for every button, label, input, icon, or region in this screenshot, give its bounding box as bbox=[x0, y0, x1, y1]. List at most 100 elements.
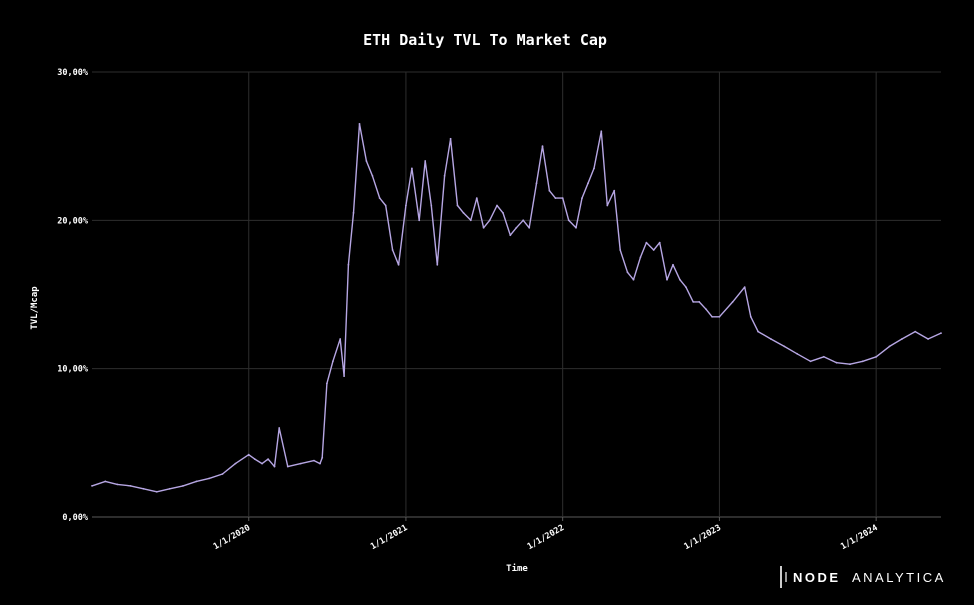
data-point bbox=[371, 174, 374, 177]
data-point bbox=[278, 427, 281, 429]
data-point bbox=[940, 332, 942, 334]
data-point bbox=[358, 123, 361, 125]
data-point bbox=[365, 160, 368, 162]
data-point bbox=[639, 256, 642, 259]
data-point bbox=[541, 145, 544, 148]
data-point bbox=[666, 278, 668, 281]
data-point bbox=[273, 465, 276, 468]
data-point bbox=[581, 197, 583, 200]
y-axis-ticks: 0,00% 10,00% 20,00% 30,00% bbox=[57, 68, 89, 523]
series-group bbox=[91, 123, 942, 493]
data-point bbox=[652, 249, 655, 251]
data-point bbox=[326, 382, 328, 385]
data-point bbox=[496, 204, 498, 207]
data-point bbox=[321, 456, 324, 459]
data-point bbox=[443, 174, 446, 177]
chart-title: ETH Daily TVL To Market Cap bbox=[363, 31, 607, 49]
data-point bbox=[436, 263, 439, 266]
y-axis-label: TVL/Mcap bbox=[30, 286, 40, 330]
data-point bbox=[475, 197, 478, 200]
data-point bbox=[384, 204, 387, 207]
data-point bbox=[554, 197, 557, 200]
node-analytica-logo-icon bbox=[780, 566, 787, 588]
y-tick-label: 10,00% bbox=[57, 365, 89, 375]
data-point bbox=[418, 219, 421, 222]
data-point bbox=[462, 212, 465, 214]
data-point bbox=[561, 197, 564, 200]
data-point bbox=[679, 278, 681, 281]
x-tick-label: 1/1/2021 bbox=[369, 523, 409, 552]
data-point bbox=[901, 338, 903, 340]
data-point bbox=[783, 345, 786, 348]
data-point bbox=[397, 263, 400, 266]
data-point bbox=[424, 160, 427, 162]
data-point bbox=[619, 249, 622, 251]
data-point bbox=[488, 219, 491, 222]
x-axis-ticks: 1/1/2020 1/1/2021 1/1/2022 1/1/2023 1/1/2024 bbox=[212, 523, 880, 552]
x-tick-label: 1/1/2020 bbox=[212, 523, 252, 552]
brand-word-node: NODE bbox=[793, 570, 841, 585]
data-point bbox=[809, 360, 812, 363]
data-point bbox=[575, 226, 577, 229]
data-point bbox=[914, 330, 917, 333]
data-point bbox=[299, 462, 302, 465]
data-point bbox=[339, 338, 342, 340]
data-point bbox=[116, 483, 119, 486]
data-point bbox=[104, 480, 107, 483]
data-point bbox=[835, 361, 838, 364]
x-axis-label: Time bbox=[506, 563, 528, 574]
data-point bbox=[182, 485, 184, 487]
data-point bbox=[626, 271, 629, 274]
data-point bbox=[319, 462, 321, 465]
data-point bbox=[705, 308, 707, 311]
x-tick-label: 1/1/2022 bbox=[526, 523, 566, 552]
data-point bbox=[743, 286, 746, 288]
series-line bbox=[91, 123, 942, 493]
data-point bbox=[587, 182, 589, 185]
data-point bbox=[129, 485, 132, 487]
data-point bbox=[247, 453, 250, 456]
data-point bbox=[267, 458, 269, 460]
data-point bbox=[168, 487, 171, 490]
brand-word-analytica: ANALYTICA bbox=[852, 570, 946, 585]
data-point bbox=[796, 352, 798, 355]
data-point bbox=[234, 462, 237, 465]
data-point bbox=[731, 301, 734, 303]
data-point bbox=[613, 189, 616, 192]
data-point bbox=[482, 226, 485, 229]
y-tick-label: 0,00% bbox=[62, 513, 88, 523]
data-point bbox=[692, 301, 695, 303]
y-tick-label: 30,00% bbox=[57, 68, 89, 78]
data-point bbox=[195, 480, 198, 483]
data-point bbox=[405, 204, 407, 207]
data-point bbox=[888, 345, 891, 348]
data-point bbox=[347, 263, 350, 266]
data-point bbox=[698, 301, 701, 303]
data-point bbox=[155, 490, 158, 493]
data-point bbox=[927, 338, 929, 340]
data-point bbox=[286, 465, 289, 468]
data-point bbox=[313, 459, 315, 462]
data-point bbox=[221, 473, 224, 475]
data-point bbox=[685, 286, 687, 288]
data-point bbox=[469, 219, 472, 222]
brand-logo: NODE ANALYTICA bbox=[780, 566, 946, 588]
data-point bbox=[515, 226, 518, 229]
brand-name: NODE ANALYTICA bbox=[793, 570, 946, 585]
data-point bbox=[509, 234, 512, 237]
data-point bbox=[522, 219, 525, 222]
data-point bbox=[456, 204, 459, 207]
data-point bbox=[861, 360, 864, 363]
data-point bbox=[606, 204, 609, 207]
data-point bbox=[632, 278, 635, 281]
data-point bbox=[757, 330, 759, 333]
data-point bbox=[142, 487, 145, 490]
data-point bbox=[502, 212, 504, 214]
data-point bbox=[253, 458, 256, 460]
x-tick-label: 1/1/2023 bbox=[682, 523, 722, 552]
data-point bbox=[822, 355, 825, 358]
data-point bbox=[711, 315, 713, 318]
data-point bbox=[343, 375, 345, 377]
data-point bbox=[658, 241, 661, 244]
